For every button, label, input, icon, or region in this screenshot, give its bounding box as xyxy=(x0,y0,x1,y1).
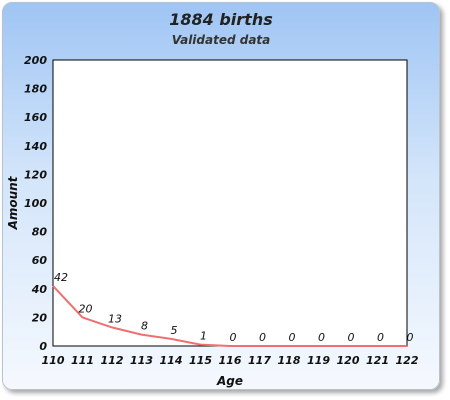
y-tick-label: 40 xyxy=(31,283,48,296)
y-tick-label: 100 xyxy=(24,197,47,210)
data-label: 0 xyxy=(230,331,237,344)
data-label: 0 xyxy=(259,331,266,344)
chart-title: 1884 births xyxy=(169,10,273,29)
y-tick-label: 200 xyxy=(24,54,47,67)
x-tick-label: 116 xyxy=(219,354,242,367)
y-tick-label: 120 xyxy=(24,168,47,181)
data-label: 8 xyxy=(141,320,148,333)
y-tick-label: 20 xyxy=(32,311,48,324)
x-tick-label: 119 xyxy=(307,354,330,367)
series-line xyxy=(52,285,407,347)
data-labels: 42 20 13 8 5 1 0 0 0 0 0 0 0 xyxy=(54,271,414,344)
x-axis-title: Age xyxy=(216,374,243,388)
x-axis-ticks: 110 111 112 113 114 115 116 117 118 119 120 121 122 xyxy=(42,354,419,367)
x-tick-label: 110 xyxy=(42,354,65,367)
data-label: 1 xyxy=(200,330,207,343)
data-label: 0 xyxy=(377,331,384,344)
data-label: 42 xyxy=(54,271,68,284)
x-tick-label: 117 xyxy=(248,354,271,367)
y-tick-label: 180 xyxy=(24,83,47,96)
data-label: 0 xyxy=(318,331,325,344)
y-axis-ticks: 0 20 40 60 80 100 120 140 160 180 200 xyxy=(24,54,47,353)
data-label: 0 xyxy=(407,331,414,344)
chart-card: 1884 births Validated data 0 20 40 60 80 100 1… xyxy=(2,2,440,390)
x-tick-label: 111 xyxy=(71,354,94,367)
x-tick-label: 115 xyxy=(189,354,212,367)
data-label: 13 xyxy=(108,312,122,325)
data-label: 0 xyxy=(289,331,296,344)
x-tick-label: 114 xyxy=(160,354,183,367)
y-axis-title: Amount xyxy=(6,175,20,230)
x-tick-label: 112 xyxy=(101,354,124,367)
chart-subtitle: Validated data xyxy=(172,33,271,47)
x-tick-label: 120 xyxy=(337,354,360,367)
plot-area xyxy=(52,59,408,347)
x-tick-label: 113 xyxy=(130,354,153,367)
y-tick-label: 80 xyxy=(32,226,48,239)
chart-svg: 1884 births Validated data 0204060801001… xyxy=(6,10,419,388)
data-label: 5 xyxy=(171,324,178,337)
x-tick-label: 122 xyxy=(396,354,419,367)
data-label: 0 xyxy=(348,331,355,344)
y-tick-label: 60 xyxy=(32,254,48,267)
y-tick-label: 0 xyxy=(39,340,47,353)
data-label: 20 xyxy=(79,302,93,315)
y-tick-label: 160 xyxy=(24,111,47,124)
y-tick-label: 140 xyxy=(24,140,47,153)
x-tick-label: 121 xyxy=(366,354,389,367)
series-layer xyxy=(52,285,407,347)
x-tick-label: 118 xyxy=(278,354,301,367)
